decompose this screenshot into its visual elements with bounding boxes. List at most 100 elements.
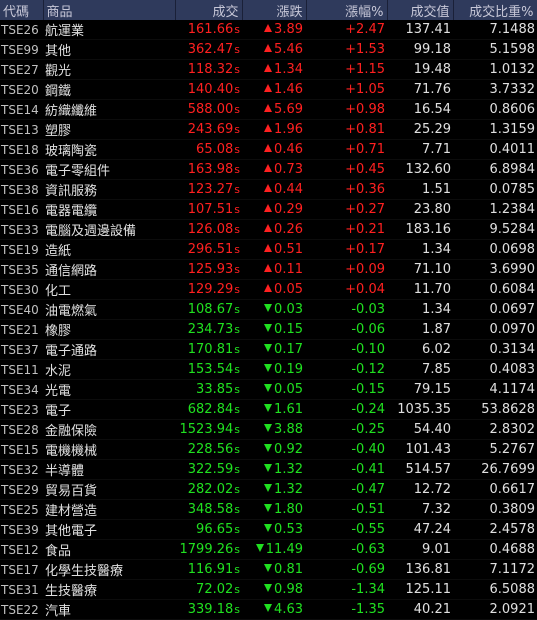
table-row[interactable]: TSE31 生技醫療 72.02s 0.98 -1.34 125.11 6.5088 — [0, 579, 537, 600]
table-row[interactable]: TSE34 光電 33.85s 0.05 -0.15 79.15 4.1174 — [0, 379, 537, 400]
cell-pct: -1.35 — [306, 599, 387, 620]
price-suffix: s — [234, 283, 240, 296]
cell-code: TSE31 — [0, 579, 43, 600]
table-row[interactable]: TSE19 造紙 296.51s 0.51 +0.17 1.34 0.0698 — [0, 239, 537, 260]
triangle-down-icon — [264, 424, 273, 432]
price-value: 322.59 — [187, 462, 234, 477]
col-header-name[interactable]: 商品 — [43, 0, 176, 20]
table-row[interactable]: TSE22 汽車 339.18s 4.63 -1.35 40.21 2.0921 — [0, 599, 537, 620]
col-header-value[interactable]: 成交值 — [387, 0, 454, 20]
table-row[interactable]: TSE38 資訊服務 123.27s 0.44 +0.36 1.51 0.0785 — [0, 179, 537, 200]
cell-ratio: 0.6084 — [453, 279, 537, 300]
table-row[interactable]: TSE30 化工 129.29s 0.05 +0.04 11.70 0.6084 — [0, 279, 537, 300]
table-row[interactable]: TSE27 觀光 118.32s 1.34 +1.15 19.48 1.0132 — [0, 59, 537, 80]
cell-name: 汽車 — [43, 599, 175, 620]
col-header-code[interactable]: 代碼 — [0, 0, 44, 20]
table-row[interactable]: TSE28 金融保險 1523.94s 3.88 -0.25 54.40 2.8302 — [0, 419, 537, 440]
table-row[interactable]: TSE11 水泥 153.54s 0.19 -0.12 7.85 0.4083 — [0, 359, 537, 380]
table-row[interactable]: TSE36 電子零組件 163.98s 0.73 +0.45 132.60 6.8984 — [0, 159, 537, 180]
cell-pct: -0.12 — [306, 359, 387, 380]
cell-pct: +2.47 — [306, 20, 387, 40]
cell-name: 建材營造 — [43, 499, 175, 520]
table-row[interactable]: TSE99 其他 362.47s 5.46 +1.53 99.18 5.1598 — [0, 39, 537, 60]
table-row[interactable]: TSE25 建材營造 348.58s 1.80 -0.51 7.32 0.3809 — [0, 499, 537, 520]
cell-change: 5.46 — [242, 39, 306, 60]
price-suffix: s — [234, 363, 240, 376]
table-row[interactable]: TSE21 橡膠 234.73s 0.15 -0.06 1.87 0.0970 — [0, 319, 537, 340]
table-row[interactable]: TSE17 化學生技醫療 116.91s 0.81 -0.69 136.81 7.1172 — [0, 559, 537, 580]
cell-code: TSE38 — [0, 179, 43, 200]
price-value: 682.84 — [187, 402, 234, 417]
cell-change: 11.49 — [242, 539, 306, 560]
cell-change: 1.34 — [242, 59, 306, 80]
cell-value: 54.40 — [387, 419, 453, 440]
table-row[interactable]: TSE20 鋼鐵 140.40s 1.46 +1.05 71.76 3.7332 — [0, 79, 537, 100]
table-row[interactable]: TSE18 玻璃陶瓷 65.08s 0.46 +0.71 7.71 0.4011 — [0, 139, 537, 160]
cell-value: 12.72 — [387, 479, 453, 500]
table-row[interactable]: TSE29 貿易百貨 282.02s 1.32 -0.47 12.72 0.6617 — [0, 479, 537, 500]
table-row[interactable]: TSE39 其他電子 96.65s 0.53 -0.55 47.24 2.4578 — [0, 519, 537, 540]
price-value: 228.56 — [187, 442, 234, 457]
price-value: 126.08 — [187, 222, 234, 237]
cell-change: 0.46 — [242, 139, 306, 160]
table-row[interactable]: TSE14 紡織纖維 588.00s 5.69 +0.98 16.54 0.8606 — [0, 99, 537, 120]
cell-change: 0.05 — [242, 379, 306, 400]
table-row[interactable]: TSE26 航運業 161.66s 3.89 +2.47 137.41 7.1488 — [0, 20, 537, 40]
price-suffix: s — [234, 523, 240, 536]
cell-code: TSE16 — [0, 199, 43, 220]
price-suffix: s — [234, 163, 240, 176]
header-row: 代碼 商品 成交 漲跌 漲幅% 成交值 成交比重% — [0, 0, 537, 20]
cell-value: 19.48 — [387, 59, 453, 80]
table-row[interactable]: TSE40 油電燃氣 108.67s 0.03 -0.03 1.34 0.0697 — [0, 299, 537, 320]
cell-name: 半導體 — [43, 459, 175, 480]
change-value: 5.46 — [274, 42, 303, 57]
cell-name: 其他 — [43, 39, 175, 60]
price-suffix: s — [234, 583, 240, 596]
cell-ratio: 5.1598 — [453, 39, 537, 60]
table-row[interactable]: TSE37 電子通路 170.81s 0.17 -0.10 6.02 0.3134 — [0, 339, 537, 360]
price-value: 129.29 — [187, 282, 234, 297]
cell-ratio: 0.8606 — [453, 99, 537, 120]
table-row[interactable]: TSE32 半導體 322.59s 1.32 -0.41 514.57 26.7699 — [0, 459, 537, 480]
price-value: 282.02 — [187, 482, 234, 497]
triangle-down-icon — [255, 544, 264, 552]
cell-price: 65.08s — [175, 139, 242, 160]
table-row[interactable]: TSE35 通信網路 125.93s 0.11 +0.09 71.10 3.6990 — [0, 259, 537, 280]
price-suffix: s — [234, 143, 240, 156]
cell-change: 3.89 — [242, 20, 306, 40]
cell-ratio: 7.1488 — [453, 20, 537, 40]
cell-name: 化工 — [43, 279, 175, 300]
table-row[interactable]: TSE12 食品 1799.26s 11.49 -0.63 9.01 0.4688 — [0, 539, 537, 560]
col-header-pct[interactable]: 漲幅% — [306, 0, 388, 20]
price-suffix: s — [234, 323, 240, 336]
table-row[interactable]: TSE13 塑膠 243.69s 1.96 +0.81 25.29 1.3159 — [0, 119, 537, 140]
col-header-change[interactable]: 漲跌 — [242, 0, 307, 20]
cell-change: 0.98 — [242, 579, 306, 600]
cell-code: TSE27 — [0, 59, 43, 80]
table-row[interactable]: TSE15 電機機械 228.56s 0.92 -0.40 101.43 5.2767 — [0, 439, 537, 460]
change-value: 0.73 — [274, 162, 303, 177]
cell-price: 72.02s — [175, 579, 242, 600]
cell-change: 0.44 — [242, 179, 306, 200]
cell-code: TSE35 — [0, 259, 43, 280]
triangle-down-icon — [264, 324, 273, 332]
triangle-down-icon — [264, 584, 273, 592]
triangle-up-icon — [264, 284, 273, 292]
cell-name: 光電 — [43, 379, 175, 400]
price-suffix: s — [234, 103, 240, 116]
change-value: 0.26 — [274, 222, 303, 237]
change-value: 0.29 — [274, 202, 303, 217]
price-value: 33.85 — [196, 382, 234, 397]
table-row[interactable]: TSE16 電器電纜 107.51s 0.29 +0.27 23.80 1.2384 — [0, 199, 537, 220]
price-suffix: s — [234, 63, 240, 76]
table-row[interactable]: TSE23 電子 682.84s 1.61 -0.24 1035.35 53.8628 — [0, 399, 537, 420]
col-header-price[interactable]: 成交 — [175, 0, 243, 20]
cell-change: 0.29 — [242, 199, 306, 220]
table-row[interactable]: TSE33 電腦及週邊設備 126.08s 0.26 +0.21 183.16 9.5284 — [0, 219, 537, 240]
cell-code: TSE22 — [0, 599, 43, 620]
cell-code: TSE23 — [0, 399, 43, 420]
price-suffix: s — [234, 83, 240, 96]
cell-ratio: 5.2767 — [453, 439, 537, 460]
col-header-ratio[interactable]: 成交比重% — [453, 0, 537, 20]
